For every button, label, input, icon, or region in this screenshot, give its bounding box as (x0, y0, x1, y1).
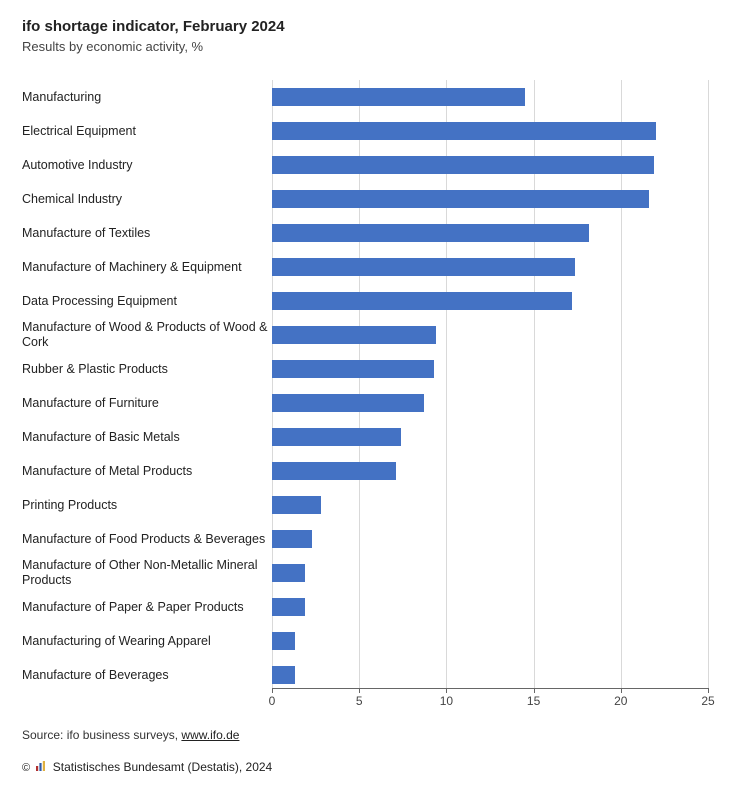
bar (272, 122, 656, 140)
category-label: Manufacture of Furniture (22, 396, 272, 411)
tick-mark (272, 688, 273, 693)
category-label: Manufacture of Paper & Paper Products (22, 600, 272, 615)
table-row: Manufacture of Metal Products (22, 454, 708, 488)
table-row: Manufacture of Wood & Products of Wood &… (22, 318, 708, 352)
x-tick-label: 10 (440, 694, 453, 708)
bar (272, 428, 401, 446)
x-tick-label: 15 (527, 694, 540, 708)
bar-track (272, 496, 708, 514)
tick-mark (446, 688, 447, 693)
bar-track (272, 428, 708, 446)
bar-track (272, 598, 708, 616)
bar-track (272, 88, 708, 106)
bar (272, 292, 572, 310)
bar (272, 326, 436, 344)
bar-track (272, 224, 708, 242)
bar (272, 156, 654, 174)
bar (272, 258, 575, 276)
tick-mark (621, 688, 622, 693)
destatis-logo-icon (35, 760, 47, 775)
table-row: Printing Products (22, 488, 708, 522)
footer-line: © Statistisches Bundesamt (Destatis), 20… (22, 760, 708, 775)
category-label: Printing Products (22, 498, 272, 513)
table-row: Manufacturing (22, 80, 708, 114)
bar-track (272, 530, 708, 548)
bar (272, 564, 305, 582)
page-root: ifo shortage indicator, February 2024 Re… (0, 0, 730, 808)
bar (272, 190, 649, 208)
tick-mark (708, 688, 709, 693)
footer-text: Statistisches Bundesamt (Destatis), 2024 (53, 760, 272, 774)
bar-track (272, 360, 708, 378)
bar (272, 88, 525, 106)
copyright-symbol: © (22, 762, 30, 774)
table-row: Data Processing Equipment (22, 284, 708, 318)
table-row: Automotive Industry (22, 148, 708, 182)
gridline (708, 80, 709, 690)
source-link[interactable]: www.ifo.de (181, 728, 239, 742)
table-row: Manufacture of Paper & Paper Products (22, 590, 708, 624)
table-row: Manufacture of Food Products & Beverages (22, 522, 708, 556)
category-label: Automotive Industry (22, 158, 272, 173)
bar (272, 462, 396, 480)
bar (272, 394, 424, 412)
bar (272, 598, 305, 616)
table-row: Manufacture of Beverages (22, 658, 708, 692)
category-label: Manufacture of Textiles (22, 226, 272, 241)
bar-track (272, 122, 708, 140)
table-row: Manufacture of Machinery & Equipment (22, 250, 708, 284)
table-row: Manufacture of Other Non-Metallic Minera… (22, 556, 708, 590)
bar-track (272, 666, 708, 684)
tick-mark (359, 688, 360, 693)
bar-track (272, 258, 708, 276)
category-label: Manufacturing (22, 90, 272, 105)
bar (272, 530, 312, 548)
category-label: Data Processing Equipment (22, 294, 272, 309)
table-row: Manufacture of Textiles (22, 216, 708, 250)
bar-track (272, 326, 708, 344)
category-label: Electrical Equipment (22, 124, 272, 139)
bar-track (272, 156, 708, 174)
bar (272, 360, 434, 378)
bar (272, 224, 589, 242)
x-axis (272, 688, 708, 689)
bar (272, 666, 295, 684)
bar (272, 496, 321, 514)
table-row: Manufacturing of Wearing Apparel (22, 624, 708, 658)
category-label: Manufacture of Wood & Products of Wood &… (22, 320, 272, 350)
table-row: Manufacture of Furniture (22, 386, 708, 420)
bar (272, 632, 295, 650)
category-label: Manufacture of Metal Products (22, 464, 272, 479)
category-label: Chemical Industry (22, 192, 272, 207)
category-label: Manufacture of Food Products & Beverages (22, 532, 272, 547)
chart-subtitle: Results by economic activity, % (22, 39, 708, 54)
tick-mark (534, 688, 535, 693)
x-tick-label: 5 (356, 694, 363, 708)
x-tick-label: 25 (701, 694, 714, 708)
bar-track (272, 394, 708, 412)
table-row: Rubber & Plastic Products (22, 352, 708, 386)
bar-track (272, 564, 708, 582)
chart-area: Manufacturing Electrical Equipment Automot… (22, 80, 708, 714)
category-label: Manufacturing of Wearing Apparel (22, 634, 272, 649)
bar-track (272, 462, 708, 480)
category-label: Manufacture of Basic Metals (22, 430, 272, 445)
source-prefix: Source: ifo business surveys, (22, 728, 181, 742)
bar-track (272, 190, 708, 208)
table-row: Manufacture of Basic Metals (22, 420, 708, 454)
source-line: Source: ifo business surveys, www.ifo.de (22, 728, 708, 742)
category-label: Manufacture of Beverages (22, 668, 272, 683)
category-label: Manufacture of Other Non-Metallic Minera… (22, 558, 272, 588)
bar-track (272, 292, 708, 310)
x-tick-label: 0 (269, 694, 276, 708)
bar-track (272, 632, 708, 650)
category-label: Rubber & Plastic Products (22, 362, 272, 377)
chart-title: ifo shortage indicator, February 2024 (22, 18, 708, 35)
table-row: Electrical Equipment (22, 114, 708, 148)
category-label: Manufacture of Machinery & Equipment (22, 260, 272, 275)
x-tick-label: 20 (614, 694, 627, 708)
table-row: Chemical Industry (22, 182, 708, 216)
